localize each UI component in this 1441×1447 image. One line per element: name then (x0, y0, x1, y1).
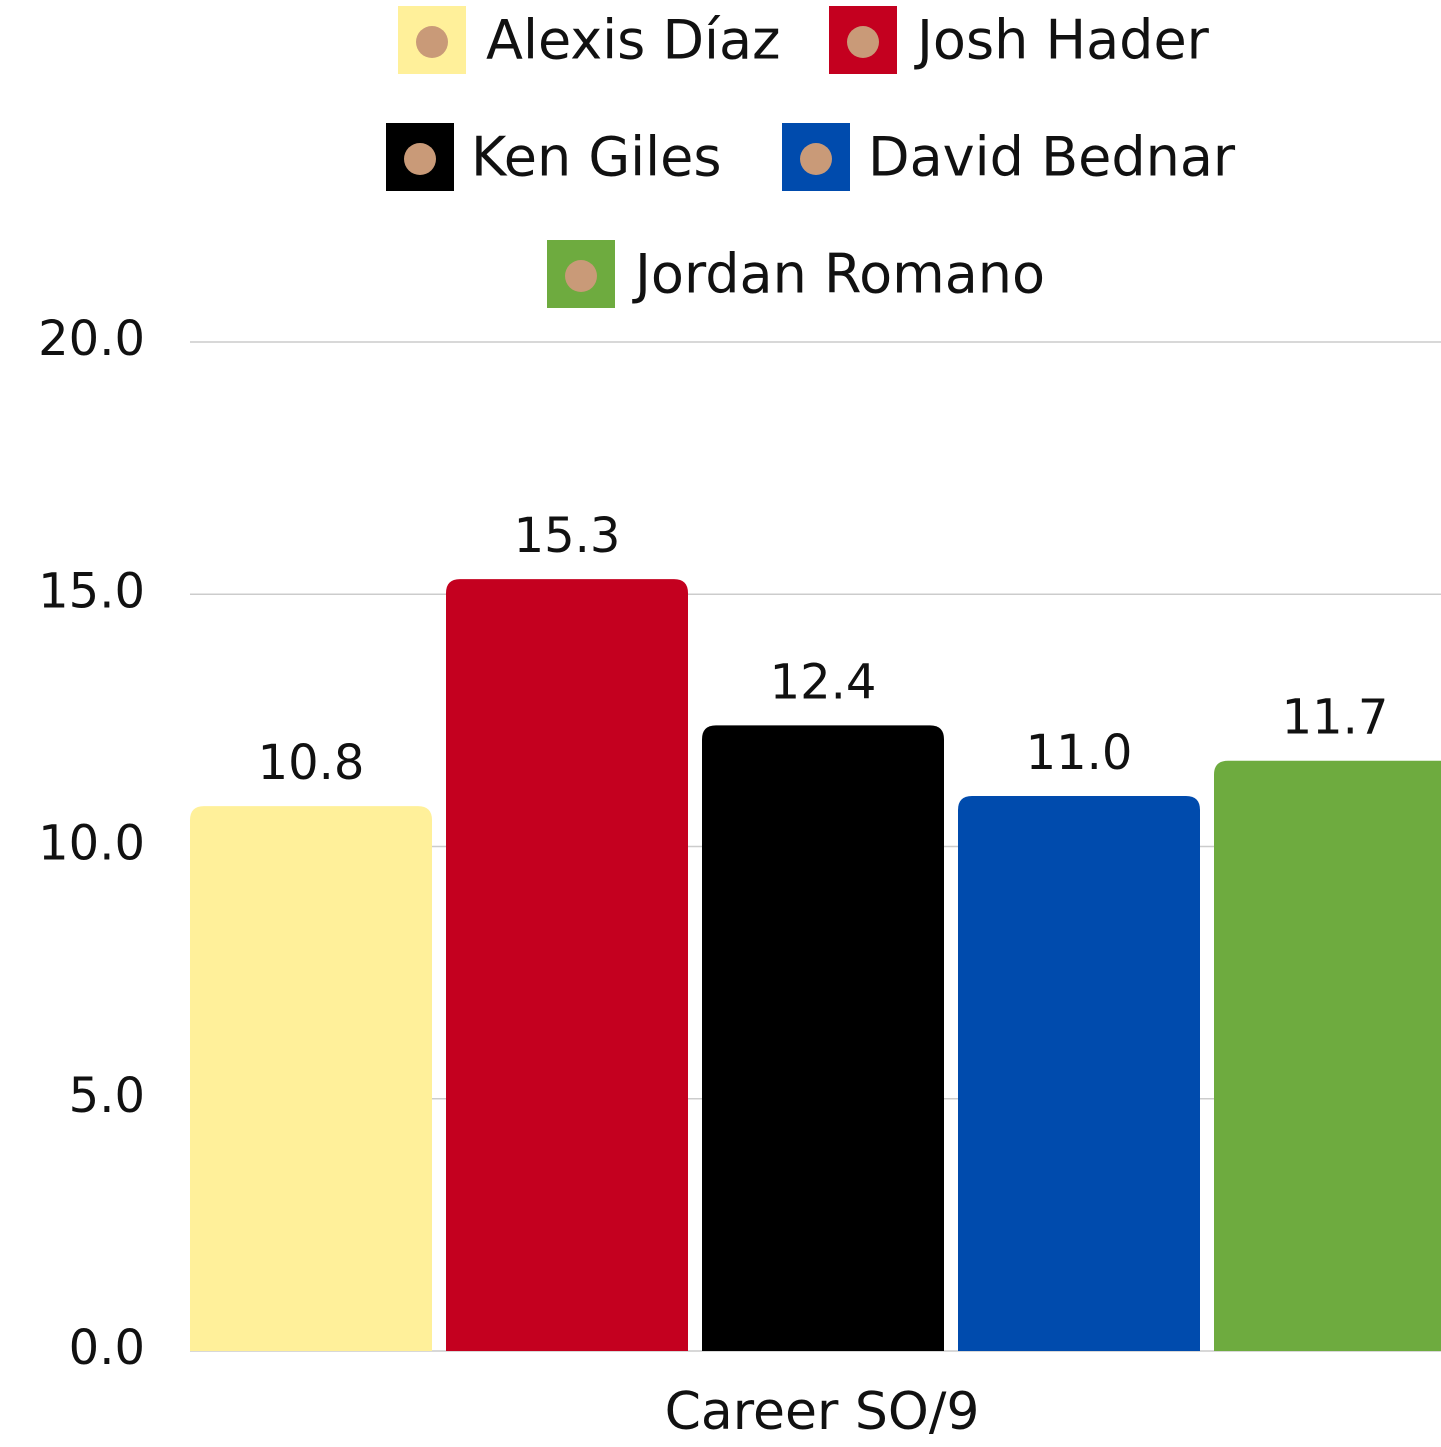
legend-face (416, 26, 448, 58)
legend-face (847, 26, 879, 58)
legend-label: Ken Giles (471, 126, 722, 189)
data-label: 15.3 (514, 508, 621, 564)
data-label: 10.8 (258, 735, 365, 791)
bar (446, 579, 688, 1351)
legend-face (800, 143, 832, 175)
y-tick-label: 10.0 (38, 816, 145, 872)
legend-label: David Bednar (868, 126, 1236, 189)
x-tick-label: Career SO/9 (665, 1382, 980, 1442)
y-tick-label: 15.0 (38, 563, 145, 619)
data-label: 11.0 (1026, 725, 1133, 781)
y-tick-label: 5.0 (69, 1068, 145, 1124)
data-label: 12.4 (770, 654, 877, 710)
legend-label: Jordan Romano (632, 243, 1045, 306)
legend-face (565, 260, 597, 292)
bar (190, 806, 432, 1351)
legend-label: Alexis Díaz (486, 9, 781, 72)
bar (1214, 760, 1441, 1351)
bar (702, 725, 944, 1351)
y-tick-label: 0.0 (69, 1320, 145, 1376)
bar (958, 796, 1200, 1351)
y-tick-label: 20.0 (38, 311, 145, 367)
data-label: 11.7 (1282, 690, 1389, 746)
legend-label: Josh Hader (914, 9, 1210, 72)
legend-face (404, 143, 436, 175)
